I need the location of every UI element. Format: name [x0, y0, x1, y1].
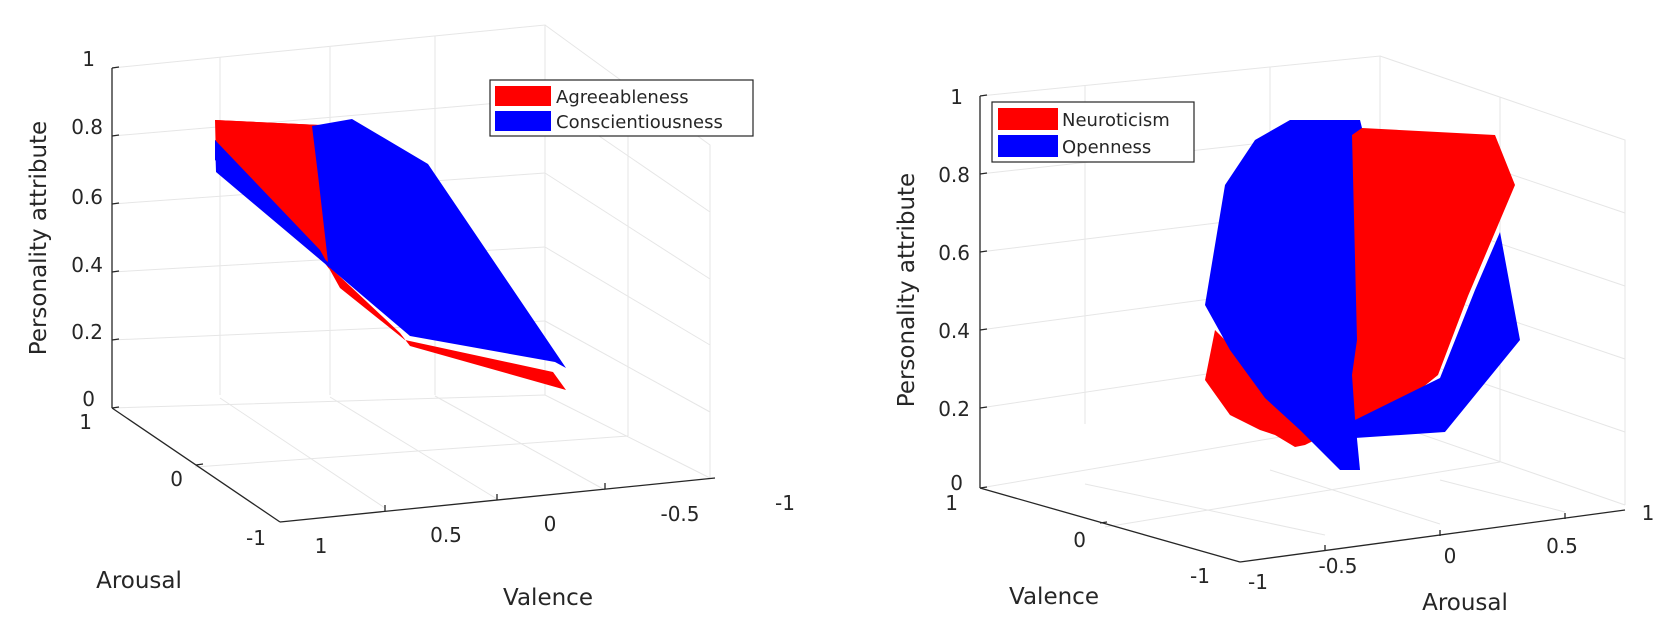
left-x-tick: -0.5 — [660, 502, 699, 526]
legend-swatch-openness — [998, 135, 1058, 157]
left-z-tick-labels: 0 0.2 0.4 0.6 0.8 1 — [71, 47, 103, 411]
left-x-tick: 0.5 — [430, 523, 462, 547]
left-x-tick: 0 — [544, 512, 557, 536]
right-y-axis-label: Valence — [1009, 584, 1099, 610]
left-y-tick: -1 — [246, 526, 266, 550]
left-y-axis-label: Arousal — [96, 568, 182, 594]
legend-label-agreeableness: Agreeableness — [556, 87, 689, 108]
right-z-tick: 0.2 — [938, 397, 970, 421]
left-x-axis-label: Valence — [503, 585, 593, 611]
right-y-tick: 1 — [945, 491, 958, 515]
left-z-axis-label: Personality attribute — [26, 121, 52, 355]
left-axes — [111, 66, 716, 523]
left-z-tick: 0.8 — [71, 115, 103, 139]
left-y-tick: 0 — [170, 467, 183, 491]
right-x-tick: -1 — [1248, 570, 1268, 594]
right-y-tick-labels: 1 0 -1 — [945, 491, 1210, 588]
left-z-tick: 0.4 — [71, 253, 103, 277]
left-x-tick: -1 — [775, 491, 795, 515]
right-z-tick: 0.4 — [938, 319, 970, 343]
right-z-tick: 0 — [950, 471, 963, 495]
right-z-tick-labels: 0 0.2 0.4 0.6 0.8 1 — [938, 85, 970, 495]
right-z-tick: 1 — [950, 85, 963, 109]
right-x-tick: 0 — [1444, 544, 1457, 568]
left-y-tick-labels: 1 0 -1 — [79, 410, 266, 550]
right-y-tick: 0 — [1073, 528, 1086, 552]
surface-openness — [1205, 120, 1362, 470]
right-y-tick: -1 — [1190, 564, 1210, 588]
left-x-tick-labels: 1 0.5 0 -0.5 -1 — [315, 491, 795, 558]
right-z-tick: 0.8 — [938, 163, 970, 187]
legend-swatch-conscientiousness — [495, 111, 551, 131]
left-legend: Agreeableness Conscientiousness — [489, 79, 754, 137]
left-y-tick: 1 — [79, 410, 92, 434]
right-legend: Neuroticism Openness — [991, 101, 1195, 163]
left-plot: 0 0.2 0.4 0.6 0.8 1 1 0 -1 1 0.5 0 -0.5 … — [26, 24, 795, 611]
surface-neuroticism — [1308, 120, 1515, 440]
surface-conscientiousness — [215, 119, 566, 368]
right-surfaces — [1205, 120, 1520, 470]
legend-swatch-neuroticism — [998, 108, 1058, 130]
legend-label-openness: Openness — [1062, 137, 1151, 158]
right-x-axis-label: Arousal — [1422, 590, 1508, 616]
surface-conscientiousness-edge — [215, 140, 330, 268]
right-plot: 0 0.2 0.4 0.6 0.8 1 1 0 -1 -1 -0.5 0 0.5… — [894, 55, 1654, 616]
legend-label-conscientiousness: Conscientiousness — [556, 112, 723, 133]
right-x-tick-labels: -1 -0.5 0 0.5 1 — [1248, 501, 1654, 594]
left-x-tick: 1 — [315, 534, 328, 558]
right-x-tick: 0.5 — [1546, 534, 1578, 558]
legend-swatch-agreeableness — [495, 86, 551, 106]
left-surfaces — [215, 119, 566, 390]
right-z-axis-label: Personality attribute — [894, 173, 920, 407]
left-z-tick: 0.6 — [71, 185, 103, 209]
surface-openness-right — [1355, 232, 1520, 438]
right-x-tick: 1 — [1642, 501, 1655, 525]
left-z-tick: 0 — [82, 387, 95, 411]
right-x-tick: -0.5 — [1318, 554, 1357, 578]
legend-label-neuroticism: Neuroticism — [1062, 110, 1170, 131]
right-axes — [979, 94, 1626, 563]
left-z-tick: 0.2 — [71, 320, 103, 344]
left-z-tick: 1 — [82, 47, 95, 71]
right-z-tick: 0.6 — [938, 241, 970, 265]
